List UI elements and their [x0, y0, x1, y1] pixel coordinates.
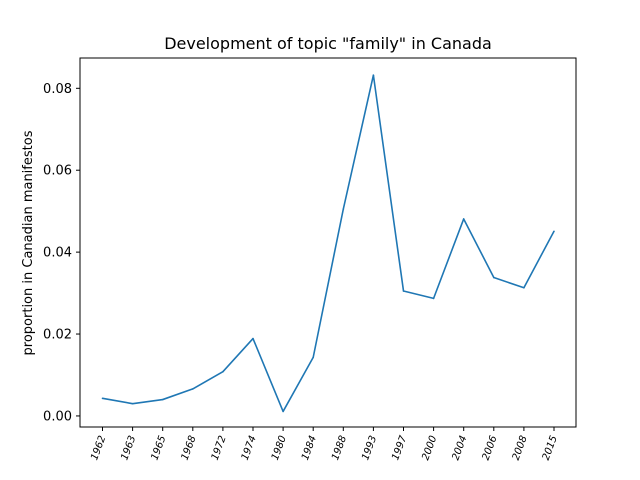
series-group: [101, 74, 555, 413]
data-point: [282, 410, 284, 413]
data-point: [402, 290, 405, 292]
series-line: [102, 74, 555, 413]
axis-ticks: 0.00 0.02 0.04 0.06 0.08 1962 1963 1965 1968 1972…: [43, 82, 560, 462]
data-point: [192, 388, 194, 390]
data-point: [161, 398, 164, 401]
y-tick-label: 0.08: [43, 82, 72, 97]
data-point: [372, 74, 375, 77]
data-point: [523, 286, 525, 289]
x-tick-label: 1968: [180, 434, 199, 462]
plot-area-frame: [79, 57, 577, 428]
data-point: [312, 356, 315, 359]
data-point: [252, 337, 254, 340]
x-tick-label: 2000: [420, 434, 439, 462]
x-tick-label: 2015: [541, 434, 560, 462]
x-tick-label: 1972: [210, 434, 229, 462]
chart-title: Development of topic "family" in Canada: [164, 34, 492, 53]
y-tick-label: 0.06: [43, 164, 72, 179]
x-tick-label: 1997: [390, 434, 409, 462]
x-tick-label: 1993: [360, 434, 379, 462]
data-point: [131, 402, 134, 405]
x-tick-label: 1963: [119, 434, 138, 462]
x-tick-label: 1984: [300, 434, 319, 462]
y-axis-label: proportion in Canadian manifestos: [21, 130, 36, 355]
data-point: [462, 218, 465, 220]
x-tick-label: 1988: [330, 434, 349, 462]
data-point: [101, 397, 104, 400]
data-point: [493, 276, 495, 279]
data-point: [432, 297, 435, 300]
x-tick-label: 1974: [240, 434, 259, 462]
x-tick-label: 1962: [89, 434, 108, 462]
y-tick-label: 0.02: [43, 328, 72, 343]
x-tick-label: 2006: [481, 434, 500, 462]
data-point: [553, 230, 555, 233]
x-tick-label: 1965: [149, 434, 168, 462]
x-tick-label: 2008: [511, 434, 530, 462]
x-tick-label: 2004: [450, 434, 469, 462]
x-tick-label: 1980: [270, 434, 289, 462]
data-point: [222, 370, 224, 373]
data-point: [342, 208, 345, 210]
y-tick-label: 0.04: [43, 246, 72, 261]
y-tick-label: 0.00: [43, 409, 72, 424]
